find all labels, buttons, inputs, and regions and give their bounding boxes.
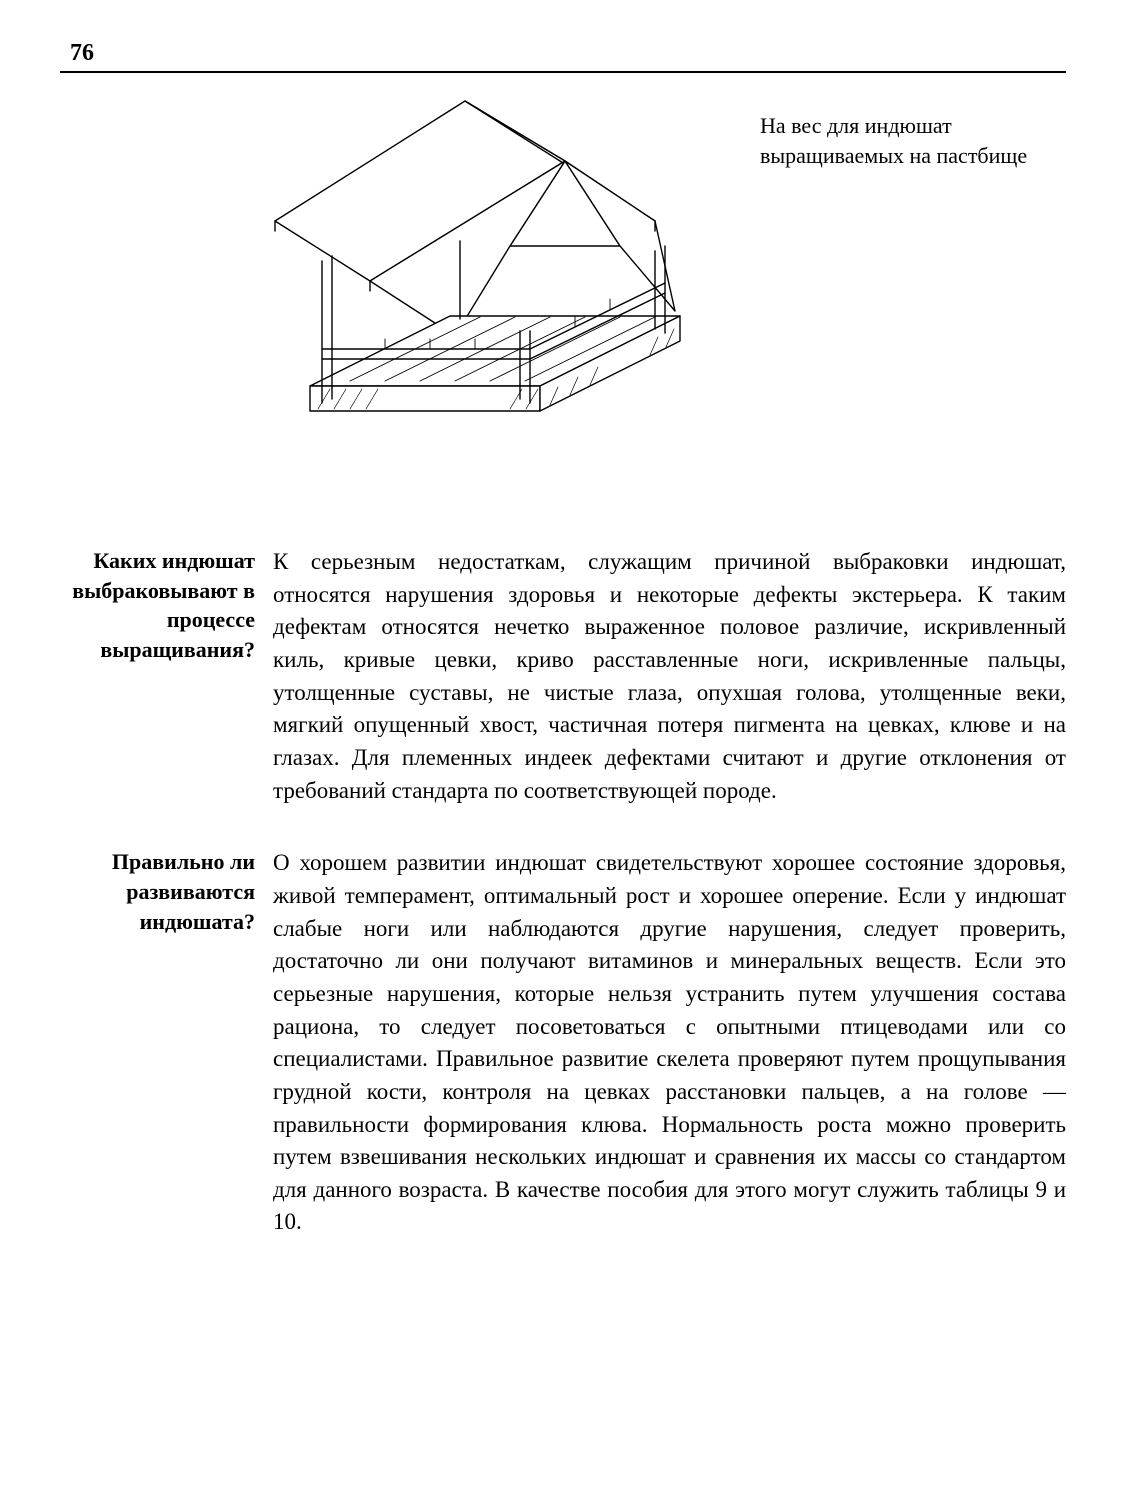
- section-heading: Правильно ли развиваются индюшата?: [60, 847, 273, 936]
- section-heading: Каких индюшат выбраковывают в процессе в…: [60, 546, 273, 665]
- section-body: К серьезным недостаткам, служащим причин…: [273, 546, 1066, 807]
- shelter-diagram: [210, 91, 720, 466]
- figure-caption: На вес для индюшат выращиваемых на пастб…: [720, 91, 1066, 170]
- page: 76: [0, 0, 1126, 1500]
- section-2: Правильно ли развиваются индюшата? О хор…: [60, 847, 1066, 1239]
- section-1: Каких индюшат выбраковывают в процессе в…: [60, 546, 1066, 807]
- page-rule: [60, 71, 1066, 73]
- figure-row: На вес для индюшат выращиваемых на пастб…: [60, 91, 1066, 466]
- section-body: О хорошем развитии индюшат свидетельству…: [273, 847, 1066, 1239]
- page-number: 76: [70, 40, 1066, 67]
